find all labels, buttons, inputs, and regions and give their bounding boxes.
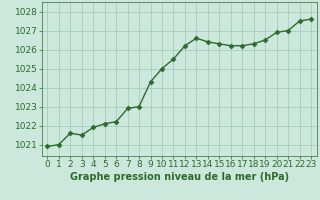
X-axis label: Graphe pression niveau de la mer (hPa): Graphe pression niveau de la mer (hPa) (70, 172, 289, 182)
